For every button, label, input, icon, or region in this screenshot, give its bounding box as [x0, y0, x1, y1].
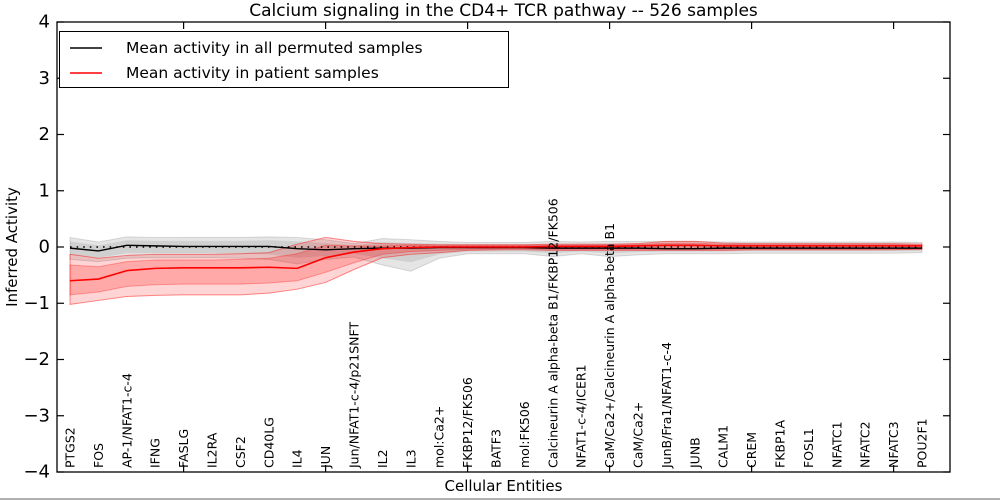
y-tick-label: −4	[23, 462, 50, 483]
x-tick-label: IL2	[375, 449, 390, 468]
x-tick-label: NFATC1	[829, 421, 844, 468]
legend-label-permuted: Mean activity in all permuted samples	[126, 38, 423, 57]
x-tick-label: NFATC3	[886, 421, 901, 468]
legend-line-black-icon	[60, 43, 112, 53]
legend-item-patient: Mean activity in patient samples	[60, 60, 508, 85]
x-tick-label: IFNG	[148, 438, 163, 468]
legend-line-red-icon	[60, 68, 112, 78]
x-tick-label: IL4	[290, 449, 305, 468]
x-tick-label: NFAT1-c-4/ICER1	[574, 364, 589, 468]
y-tick-label: 1	[39, 180, 50, 201]
x-tick-label: Jun/NFAT1-c-4/p21SNFT	[347, 322, 362, 469]
x-tick-label: PTGS2	[63, 427, 78, 468]
legend: Mean activity in all permuted samples Me…	[59, 31, 509, 88]
patient-mean-line	[69, 244, 922, 282]
x-tick-label: CSF2	[233, 436, 248, 468]
x-tick-label: BATF3	[489, 429, 504, 468]
y-tick-label: −1	[23, 293, 50, 314]
x-tick-label: JUNB	[687, 437, 702, 469]
x-tick-label: IL2RA	[205, 432, 220, 468]
x-tick-label: CaM/Ca2+	[631, 402, 646, 468]
x-tick-label: JunB/Fra1/NFAT1-c-4	[659, 342, 674, 469]
x-tick-label: mol:Ca2+	[432, 406, 447, 468]
y-tick-label: −3	[23, 405, 50, 426]
x-tick-label: CALM1	[716, 425, 731, 468]
y-tick-label: 0	[39, 237, 50, 258]
x-tick-label: AP-1/NFAT1-c-4	[119, 373, 134, 468]
x-tick-label: FKBP1A	[773, 420, 788, 468]
x-tick-label: FOSL1	[801, 428, 816, 468]
legend-label-patient: Mean activity in patient samples	[126, 63, 379, 82]
x-tick-label: CD40LG	[261, 417, 276, 468]
x-tick-label: FKBP12/FK506	[460, 377, 475, 468]
legend-item-permuted: Mean activity in all permuted samples	[60, 35, 508, 60]
x-axis-label: Cellular Entities	[444, 477, 563, 495]
x-tick-label: mol:FK506	[517, 401, 532, 468]
y-tick-label: 2	[39, 124, 50, 145]
x-tick-label: IL3	[403, 449, 418, 468]
x-tick-label: FOS	[91, 443, 106, 468]
y-tick-label: −2	[23, 349, 50, 370]
x-tick-label: FASLG	[176, 429, 191, 468]
chart-title: Calcium signaling in the CD4+ TCR pathwa…	[249, 1, 758, 21]
y-tick-label: 4	[39, 12, 50, 33]
patient-band-outer	[69, 236, 923, 305]
x-tick-label: POU2F1	[915, 418, 930, 468]
x-tick-label: CREM	[744, 432, 759, 468]
y-tick-label: 3	[39, 68, 50, 89]
x-tick-label: JUN	[318, 446, 333, 469]
x-tick-label: Calcineurin A alpha-beta B1/FKBP12/FK506	[545, 198, 560, 468]
x-tick-label: NFATC2	[858, 421, 873, 468]
x-tick-label: CaM/Ca2+/Calcineurin A alpha-beta B1	[602, 223, 617, 468]
y-axis-label: Inferred Activity	[3, 187, 21, 307]
